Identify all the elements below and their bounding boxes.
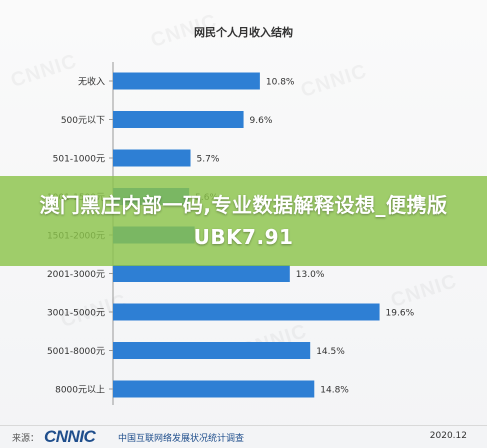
bar	[113, 303, 380, 321]
source-label: 来源：	[12, 434, 40, 444]
bar	[113, 72, 260, 90]
category-label: 3001-5000元	[47, 309, 105, 319]
footer: 来源： CNNIC 中国互联网络发展状况统计调查 2020.12	[0, 426, 487, 448]
bar	[113, 380, 315, 398]
report-date: 2020.12	[429, 431, 467, 441]
bar	[113, 342, 311, 359]
source-organization: 中国互联网络发展状况统计调查	[118, 434, 245, 444]
data-label: 5.7%	[197, 155, 220, 165]
data-label: 19.6%	[386, 309, 415, 319]
overlay-text: 澳门黑庄内部一码,专业数据解释设想_便携版UBK7.91	[39, 193, 448, 249]
category-label: 2001-3000元	[47, 270, 105, 280]
cnnic-logo: CNNIC	[44, 427, 96, 446]
category-label: 5001-8000元	[47, 347, 105, 357]
footer-divider	[0, 425, 487, 426]
data-label: 9.6%	[250, 116, 273, 126]
category-label: 无收入	[78, 76, 105, 88]
category-label: 501-1000元	[53, 155, 105, 165]
data-label: 14.8%	[320, 386, 349, 396]
category-label: 8000元以上	[55, 385, 105, 396]
bar	[113, 149, 191, 167]
chart-title: 网民个人月收入结构	[194, 26, 293, 39]
category-label: 500元以下	[61, 116, 105, 126]
data-label: 13.0%	[296, 270, 325, 280]
data-label: 14.5%	[316, 347, 345, 357]
bar	[113, 265, 290, 282]
overlay-banner: 澳门黑庄内部一码,专业数据解释设想_便携版UBK7.91	[0, 176, 487, 266]
bar	[113, 111, 244, 128]
data-label: 10.8%	[266, 78, 295, 88]
